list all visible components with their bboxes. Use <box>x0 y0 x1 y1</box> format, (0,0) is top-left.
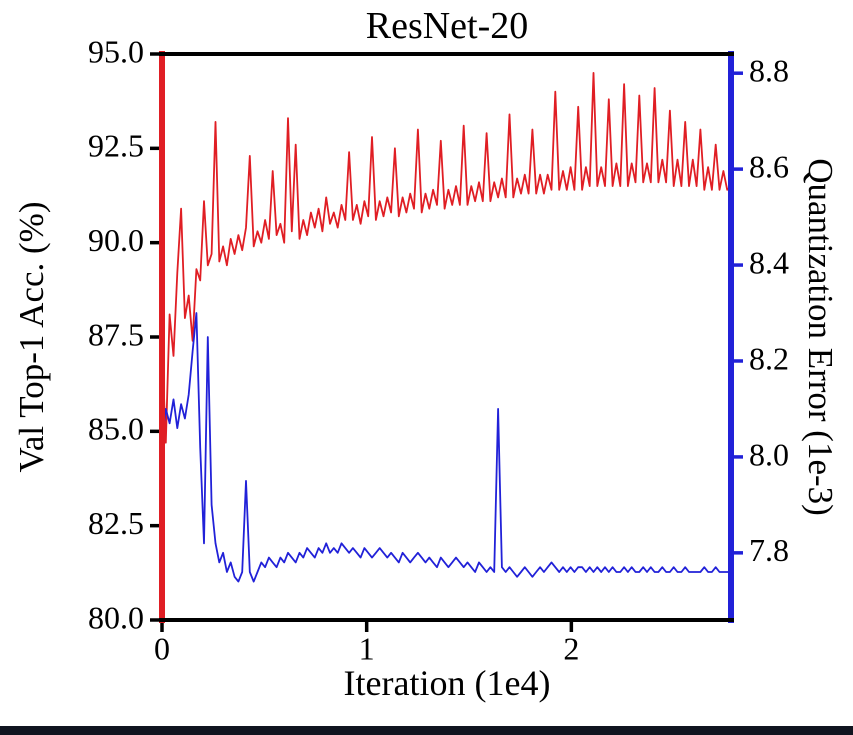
y-axis-label-left: Val Top-1 Acc. (%) <box>12 201 51 473</box>
right-tick-label: 8.2 <box>749 340 789 376</box>
left-tick-label: 82.5 <box>88 505 144 541</box>
left-tick-label: 95.0 <box>88 33 144 69</box>
right-tick-label: 8.0 <box>749 436 789 472</box>
left-tick-label: 85.0 <box>88 411 144 447</box>
series-line-quantization-error <box>161 312 731 583</box>
left-tick-label: 92.5 <box>88 128 144 164</box>
left-tick-label: 87.5 <box>88 316 144 352</box>
x-tick-label: 2 <box>563 630 579 666</box>
plot-canvas: 80.0 82.5 85.0 87.5 90.0 92.5 95.0 7.8 8.0 8.2 8.4… <box>88 33 789 666</box>
right-tick-label: 8.8 <box>749 53 789 89</box>
right-tick-label: 8.6 <box>749 148 789 184</box>
series-line-val-top1-accuracy <box>161 72 732 444</box>
left-tick-label: 80.0 <box>88 599 144 635</box>
right-tick-label: 8.4 <box>749 244 789 280</box>
x-axis-label: Iteration (1e4) <box>343 663 551 703</box>
left-tick-label: 90.0 <box>88 222 144 258</box>
bottom-edge-bar <box>0 726 853 735</box>
chart-title: ResNet-20 <box>365 5 529 47</box>
right-tick-label: 7.8 <box>749 532 789 568</box>
x-tick-label: 0 <box>154 630 170 666</box>
x-tick-label: 1 <box>359 630 375 666</box>
y-axis-label-right: Quantization Error (1e-3) <box>801 158 840 516</box>
